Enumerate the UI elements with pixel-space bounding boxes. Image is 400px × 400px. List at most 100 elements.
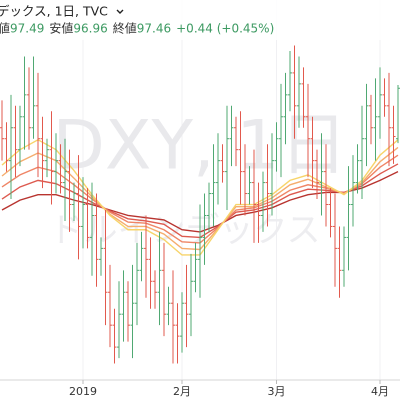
ohlc-bar (193, 242, 198, 293)
ohlc-bar (40, 116, 45, 189)
ohlc-bar (225, 105, 229, 210)
ohlc-bar (324, 144, 328, 227)
ohlc-bar (157, 231, 162, 326)
ohlc-bar (121, 270, 126, 342)
ohlc-bar (238, 111, 243, 205)
ohlc-bar (0, 100, 4, 161)
ohlc-bar (216, 133, 220, 205)
ohlc-bar (301, 67, 306, 128)
ohlc-bar (270, 133, 274, 216)
ohlc-bar (364, 83, 369, 167)
x-axis-labels: 2019 2月 3月 4月 (69, 380, 389, 398)
legend-value: 97.49 (10, 22, 44, 36)
x-tick-label: 4月 (371, 385, 389, 398)
watermark-title: DXY, 1日 (53, 107, 348, 186)
ohlc-bar (63, 138, 67, 221)
legend-label: 値 (0, 21, 10, 36)
ohlc-bar (198, 204, 202, 298)
ohlc-bar (103, 210, 108, 326)
ohlc-bar (36, 72, 40, 178)
x-tick-label: 2019 (69, 385, 97, 398)
ohlc-bar (148, 237, 153, 309)
ohlc-bar (234, 116, 238, 167)
ohlc-bar (202, 193, 207, 265)
ohlc-bar (261, 171, 265, 232)
ohlc-bar (139, 231, 144, 282)
legend: 値 97.49 安値 96.96 終値 97.46 +0.44 (+0.45%) (0, 21, 274, 36)
ohlc-bar (9, 94, 13, 200)
ohlc-bar (171, 270, 175, 364)
legend-label: 終値 (113, 21, 137, 36)
ohlc-bar (108, 264, 112, 348)
ohlc-bar (99, 237, 103, 276)
ohlc-bar (391, 105, 396, 164)
ohlc-bar (76, 155, 81, 260)
ohlc-bar (94, 193, 99, 287)
chevron[interactable] (116, 9, 124, 14)
ohlc-bar (378, 67, 382, 139)
ohlc-bar (4, 122, 9, 172)
ohlc-bar (130, 264, 135, 359)
ohlc-bar (162, 242, 166, 337)
ohlc-bar (243, 144, 247, 216)
ohlc-bar (31, 56, 36, 139)
ohlc-bar (207, 182, 211, 232)
ohlc-bar (135, 242, 139, 326)
ohlc-bar (279, 83, 283, 178)
ohlc-bar (310, 116, 315, 189)
ohlc-bar (333, 193, 337, 287)
ohlc-bar (13, 105, 18, 178)
ohlc-bar (58, 144, 63, 194)
ohlc-bar (180, 292, 184, 353)
x-tick-label: 2月 (173, 385, 191, 398)
ohlc-bar (220, 144, 225, 183)
ohlc-bar (292, 45, 297, 139)
ohlc-bar (319, 133, 324, 216)
ohlc-bar (67, 149, 72, 232)
ohlc-bar (90, 182, 94, 276)
ohlc-bar (373, 78, 378, 161)
ohlc-bar (288, 50, 292, 112)
legend-change: +0.44 (+0.45%) (176, 22, 274, 36)
ohlc-bar (27, 67, 31, 150)
ohlc-bar (387, 72, 391, 167)
ohlc-bar (144, 215, 148, 298)
ohlc-bar (265, 144, 270, 227)
ohlc-bar (337, 226, 342, 298)
ohlc-bar (18, 105, 22, 167)
ohlc-bar (112, 308, 117, 364)
ohlc-bar (72, 182, 76, 221)
ohlc-bar (126, 281, 130, 342)
legend-value: 96.96 (73, 22, 107, 36)
ohlc-bar (211, 144, 216, 227)
ohlc-bar (382, 78, 387, 117)
ohlc-bar (175, 303, 180, 364)
ohlc-bar (247, 166, 252, 205)
ohlc-bar (328, 188, 333, 238)
ohlc-bar (153, 270, 157, 309)
ohlc-bar (184, 264, 189, 348)
x-tick-label: 3月 (268, 385, 286, 398)
ohlc-bar (166, 286, 171, 326)
legend-value: 97.46 (137, 22, 171, 36)
ohlc-bar (315, 149, 319, 200)
symbol: デックス, 1日, TVC (0, 4, 108, 19)
legend-label: 安値 (49, 21, 73, 36)
ohlc-bar (283, 72, 288, 145)
ohlc-bar (306, 83, 310, 178)
ohlc-bar (85, 188, 90, 249)
ohlc-bar (229, 105, 234, 167)
ohlc-bar (252, 149, 256, 243)
ohlc-bar (45, 138, 49, 178)
plot (0, 45, 400, 364)
ohlc-bar (189, 253, 193, 337)
ohlc-bar (342, 226, 346, 287)
ohlc-bar (351, 155, 355, 227)
ohlc-bar (369, 94, 373, 145)
ohlc-bar (256, 182, 261, 243)
ohlc-bar (22, 56, 27, 150)
ohlc-bar (355, 144, 360, 194)
ohlc-bar (117, 281, 121, 359)
